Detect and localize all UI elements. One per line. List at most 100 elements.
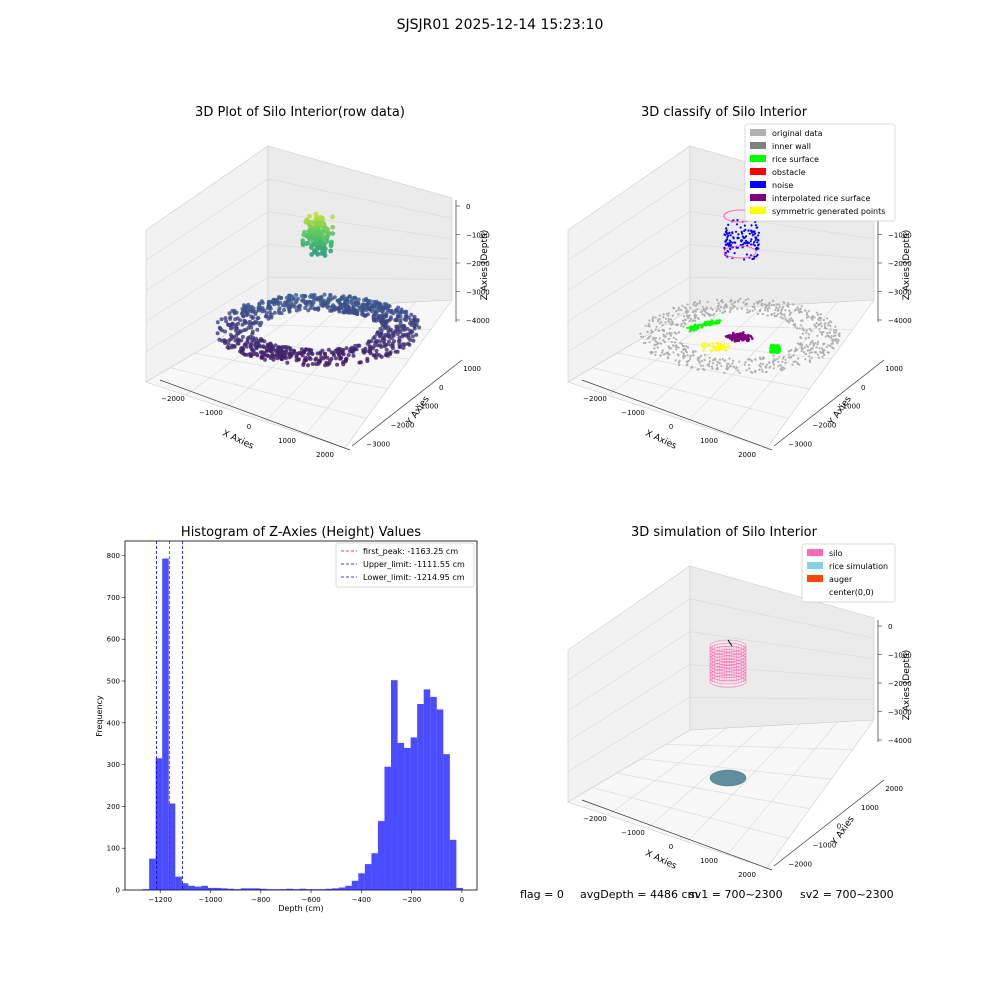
data-point [689,317,693,321]
data-point [713,357,717,360]
data-point [320,216,325,221]
data-point [361,349,366,354]
data-point [737,236,740,239]
data-point [249,304,254,309]
data-point [654,328,657,331]
data-point [317,358,321,363]
data-point [707,343,710,346]
data-point [788,309,791,312]
data-point [779,312,782,315]
data-point [692,302,696,305]
grid-line [567,696,691,772]
data-point [697,316,700,319]
data-point [829,328,832,331]
data-point [688,315,691,318]
data-point [306,236,312,242]
legend-classify: original data inner wall rice surface obsta… [744,123,896,222]
data-point [646,330,649,333]
data-point [835,328,838,332]
y-tick-label: 800 [107,552,120,560]
data-point [227,338,232,343]
data-point [729,334,732,337]
x-tick-label: 0 [460,896,464,904]
data-point [729,308,732,311]
data-point [326,231,332,236]
data-point [792,360,795,363]
histogram-bar [221,888,228,890]
data-point [324,239,330,245]
data-point [662,316,665,319]
data-point [725,227,728,230]
grid-line [647,725,764,829]
data-point [277,306,282,311]
data-point [387,318,391,323]
data-point [372,304,377,309]
data-point [681,304,684,307]
data-point [783,313,786,316]
data-point [658,314,661,317]
data-point [837,340,840,343]
data-point [758,368,761,371]
data-point [753,370,757,373]
data-point [388,315,393,320]
data-point [356,297,361,302]
data-point [791,320,794,323]
data-point [658,318,661,321]
data-point [775,315,778,318]
data-point [282,308,286,312]
data-point [805,329,808,332]
data-point [411,338,416,343]
data-point [368,299,373,304]
data-point [295,351,300,356]
histogram-bar [201,885,208,890]
data-point [664,317,668,320]
data-point [675,348,678,351]
data-point [379,319,383,324]
data-point [717,349,720,352]
data-point [230,322,235,326]
avg-depth-text: avgDepth = 4486 cm [580,888,699,901]
data-point [788,353,791,356]
data-point [712,322,715,325]
data-point [388,308,393,313]
data-point [806,349,809,352]
pane-floor [567,299,875,449]
y-tick-label: 0 [837,823,841,831]
panel-raw-data-title: 3D Plot of Silo Interior(row data) [195,105,405,120]
data-point [700,354,703,357]
data-point [332,295,337,300]
data-point [701,313,704,316]
data-point [660,320,663,324]
histogram-bar [364,864,372,890]
data-point [227,311,232,316]
data-point [703,342,706,345]
data-point [688,306,692,309]
data-point [410,334,415,339]
data-point [808,343,812,346]
data-point [820,331,824,334]
data-point [315,251,321,257]
grid-line [689,211,875,240]
histogram-bar [391,680,398,890]
data-point [782,355,786,358]
y-tick-label: 1000 [885,365,903,373]
data-point [671,314,674,317]
data-point [677,354,680,357]
data-point [736,307,739,310]
data-point [725,364,729,368]
data-point [751,305,754,308]
data-point [777,308,780,311]
data-point [787,356,790,359]
y-tick-label: −2000 [391,422,415,430]
legend-label: obstacle [772,168,806,177]
data-point [756,312,760,315]
data-point [230,325,235,330]
legend-histogram: first_peak: -1163.25 cm Upper_limit: -111… [335,542,475,588]
data-point [706,323,709,326]
data-point [711,362,715,365]
data-point [740,230,743,233]
data-point [779,363,782,367]
data-point [756,226,759,229]
data-point [374,299,379,304]
data-point [736,246,740,249]
